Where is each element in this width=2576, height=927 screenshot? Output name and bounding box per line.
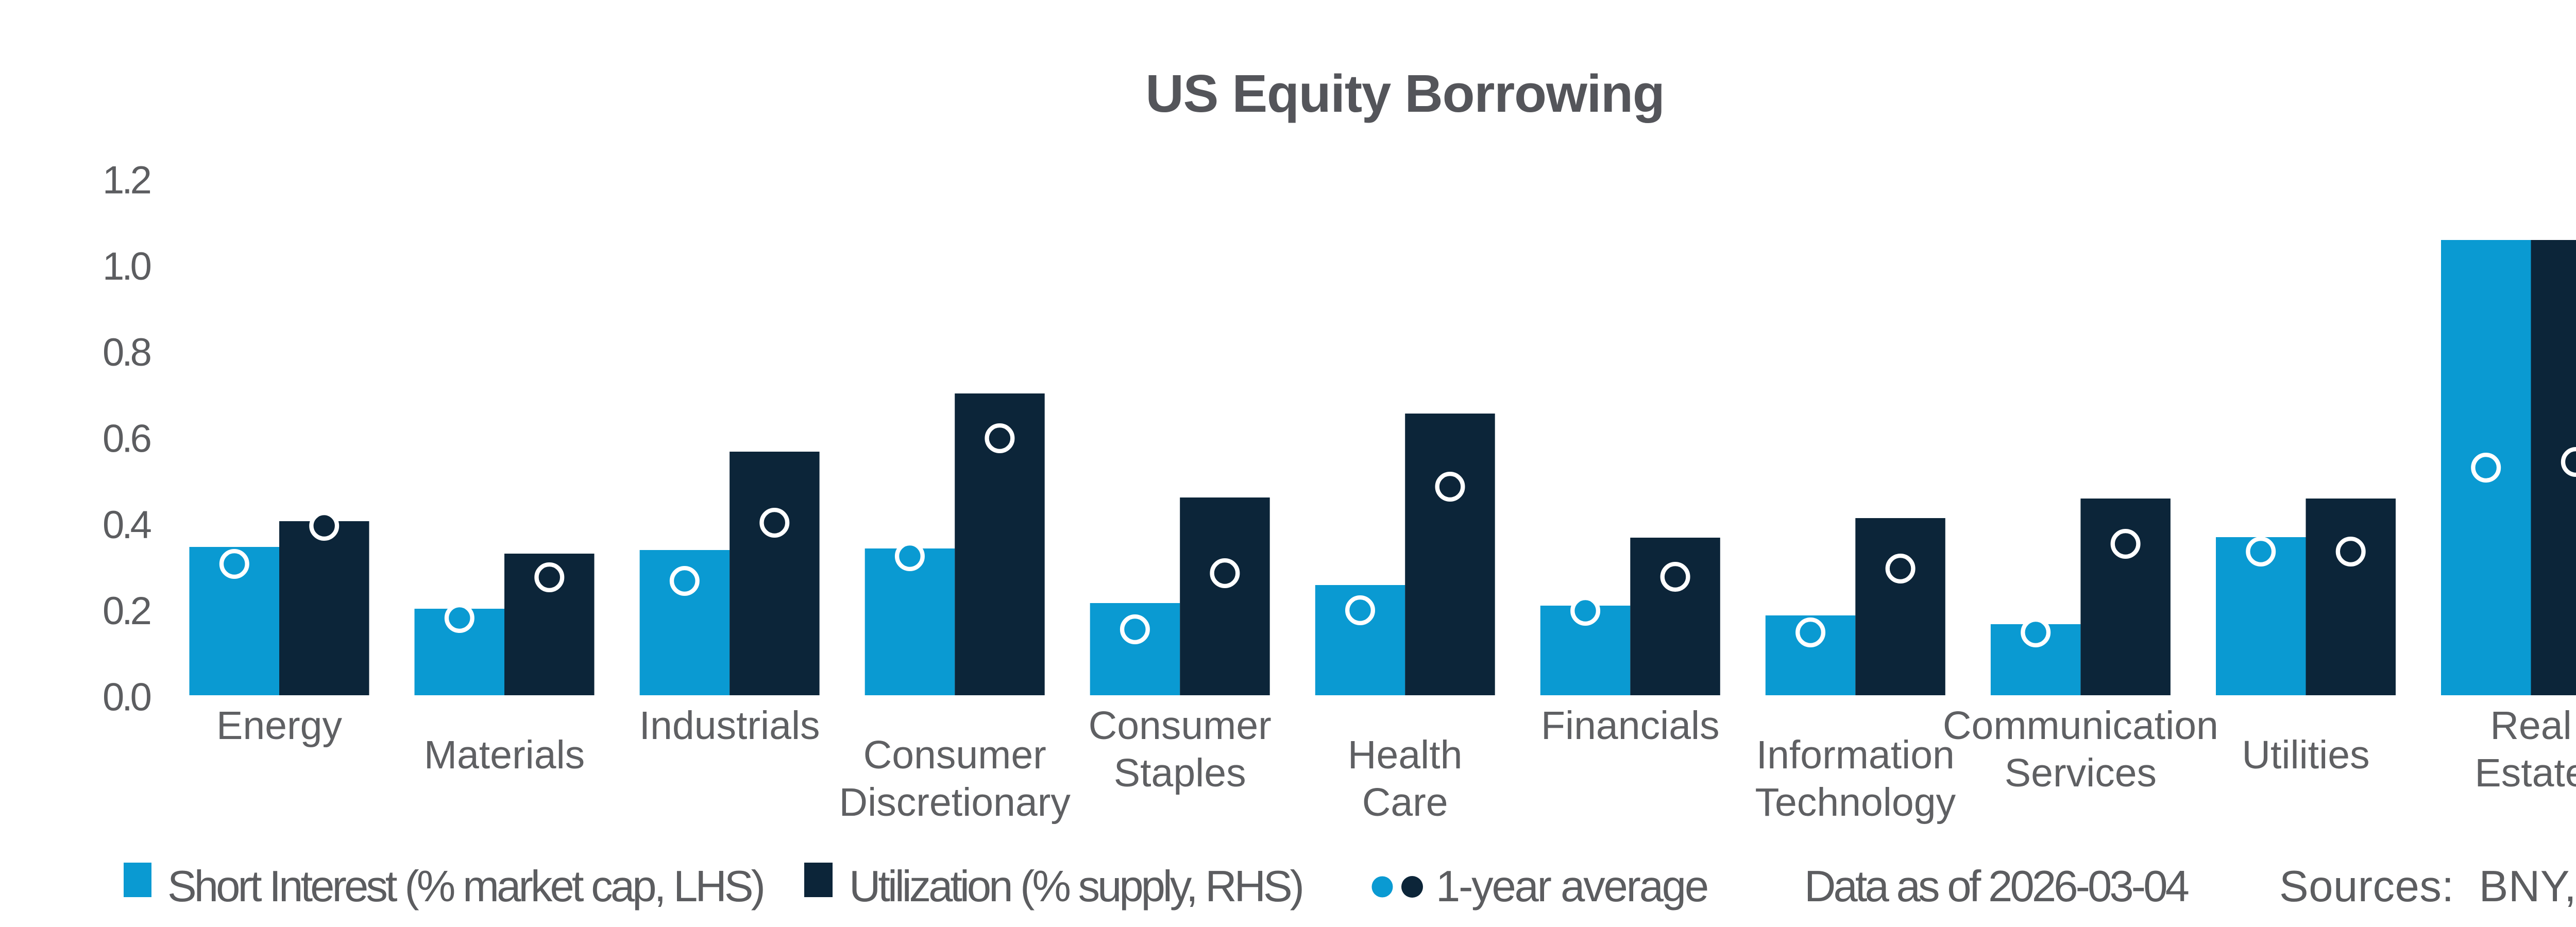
svg-text:Care: Care [1362, 780, 1448, 825]
svg-text:Utilization (% supply, RHS): Utilization (% supply, RHS) [849, 862, 1302, 911]
svg-text:Discretionary: Discretionary [839, 780, 1071, 825]
svg-text:0.8: 0.8 [103, 331, 150, 374]
svg-text:Consumer: Consumer [863, 733, 1046, 777]
svg-text:Real: Real [2490, 703, 2571, 748]
svg-text:Financials: Financials [1541, 703, 1720, 748]
svg-text:US Equity Borrowing: US Equity Borrowing [1145, 64, 1664, 123]
svg-text:1.2: 1.2 [103, 158, 150, 202]
svg-text:1.0: 1.0 [103, 245, 151, 288]
svg-text:0.0: 0.0 [103, 676, 151, 719]
svg-text:Sources: BNY, MSCI: Sources: BNY, MSCI [2279, 862, 2576, 911]
svg-text:0.4: 0.4 [103, 503, 151, 547]
svg-text:Short Interest (% market cap,: Short Interest (% market cap, LHS) [167, 862, 764, 911]
svg-text:Information: Information [1756, 733, 1955, 777]
svg-text:Data as of 2026-03-04: Data as of 2026-03-04 [1804, 862, 2189, 911]
svg-text:Estate: Estate [2475, 751, 2576, 795]
svg-text:0.2: 0.2 [103, 589, 150, 633]
svg-text:Industrials: Industrials [639, 703, 820, 748]
svg-text:Technology: Technology [1755, 780, 1956, 825]
svg-text:0.6: 0.6 [103, 417, 150, 461]
svg-text:Utilities: Utilities [2242, 733, 2369, 777]
svg-text:Consumer: Consumer [1089, 703, 1272, 748]
svg-text:Materials: Materials [424, 733, 585, 777]
svg-text:1-year average: 1-year average [1436, 862, 1707, 911]
svg-text:Energy: Energy [216, 703, 342, 748]
svg-text:Staples: Staples [1114, 751, 1246, 795]
svg-text:Health: Health [1348, 733, 1463, 777]
svg-text:Services: Services [2005, 751, 2157, 795]
svg-text:Communication: Communication [1943, 703, 2218, 748]
